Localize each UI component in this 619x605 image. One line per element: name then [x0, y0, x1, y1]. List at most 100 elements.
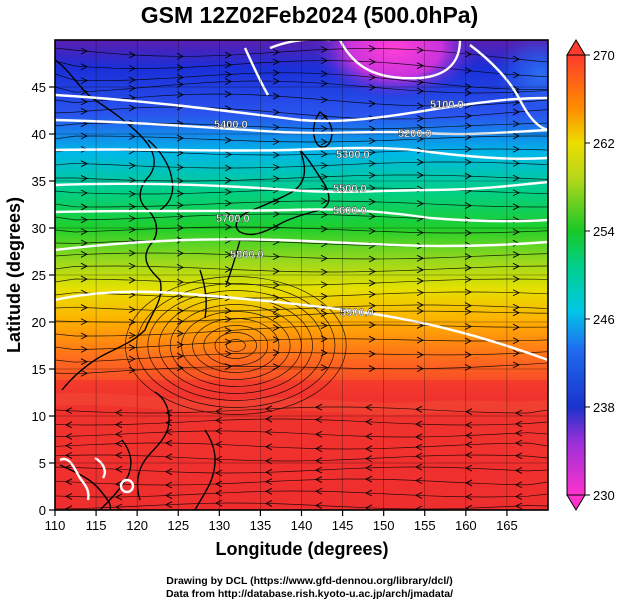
plot-area: 5100.0 5200.0 5300.0 5400.0 5500.0 5600.…: [55, 40, 548, 510]
streamline-arrow: [512, 145, 521, 153]
streamline-arrow: [416, 351, 425, 359]
streamline-arrow: [64, 442, 73, 450]
y-axis-ticks: 0 5 10 15 20 25 30 35 40 45: [32, 80, 55, 518]
streamline-arrow: [272, 253, 281, 261]
y-tick-label: 20: [32, 315, 46, 330]
y-tick-label: 15: [32, 362, 46, 377]
streamline-arrow: [416, 102, 425, 110]
streamline-arrow: [512, 303, 521, 311]
vortex-ring: [147, 290, 325, 401]
streamline-arrow: [320, 211, 329, 219]
streamline-arrow: [414, 433, 423, 441]
streamline-arrow: [512, 349, 521, 357]
streamline-arrow: [128, 226, 137, 234]
streamline-arrow: [464, 89, 473, 97]
streamline-arrow: [368, 290, 377, 298]
streamline-arrow: [512, 55, 521, 63]
streamline-arrow: [214, 416, 223, 424]
streamline-arrow: [80, 345, 89, 353]
credit-drawing: Drawing by DCL (https://www.gfd-dennou.o…: [166, 575, 453, 587]
y-tick-label: 40: [32, 127, 46, 142]
streamline-arrow: [368, 321, 377, 329]
streamline-arrow: [416, 289, 425, 297]
streamline-arrow: [128, 344, 137, 351]
colorbar-tick-label: 270: [593, 48, 615, 63]
streamline-arrow: [464, 67, 473, 75]
streamline-arrow: [176, 330, 185, 337]
colorbar-scale: [566, 54, 586, 496]
colorbar-tick-label: 246: [593, 312, 615, 327]
streamline-arrow: [224, 164, 233, 172]
streamline-arrow: [128, 203, 137, 211]
streamline-arrow: [368, 83, 377, 91]
streamline-arrow: [114, 421, 123, 429]
streamline-arrow: [128, 51, 137, 59]
streamline-arrow: [64, 407, 73, 415]
streamline-arrow: [224, 90, 233, 98]
streamline-arrow: [464, 112, 473, 120]
streamline-arrow: [114, 493, 123, 501]
streamline-arrow: [368, 137, 377, 145]
x-tick-label: 160: [455, 518, 477, 533]
streamline-arrow: [512, 108, 521, 116]
streamline-arrow: [464, 276, 473, 283]
streamline-arrow: [416, 87, 425, 95]
streamline-arrow: [80, 203, 89, 211]
streamline-arrow: [128, 355, 137, 363]
contour-label-5600: 5600.0: [333, 205, 367, 217]
streamline-arrow: [128, 133, 137, 140]
streamline-arrow: [368, 212, 377, 220]
trade-streamline: [55, 442, 548, 450]
coastlines: [55, 59, 333, 510]
vortex-ring: [203, 325, 269, 366]
streamline-arrow: [224, 61, 233, 69]
streamline-arrow: [416, 78, 425, 86]
streamline-arrow: [224, 211, 233, 219]
streamline-arrow: [272, 349, 281, 357]
colorbar-tick-label: 230: [593, 488, 615, 503]
streamline-arrow: [416, 277, 425, 285]
streamline-arrow: [128, 366, 137, 374]
streamline-arrow: [164, 492, 173, 499]
streamline-arrow: [80, 107, 89, 115]
streamline-arrow: [464, 308, 473, 316]
streamline-arrow: [364, 455, 373, 463]
streamline-arrow: [464, 202, 473, 209]
streamline-arrow: [416, 365, 425, 373]
streamline-arrow: [224, 70, 233, 78]
streamline-arrow: [128, 190, 137, 198]
streamline-arrow: [128, 249, 137, 257]
streamline-arrow: [128, 76, 137, 84]
streamline-arrow: [80, 318, 89, 326]
streamline-arrow: [176, 64, 185, 71]
vortex-ring: [136, 283, 336, 408]
streamline-arrow: [272, 336, 281, 344]
streamline-arrow: [512, 323, 521, 331]
streamline-arrow: [416, 301, 425, 309]
streamline-arrow: [128, 331, 137, 339]
streamline-arrow: [416, 336, 425, 344]
trade-streamline: [55, 502, 548, 510]
streamline-arrow: [224, 151, 233, 158]
streamline-arrow: [272, 198, 281, 205]
streamline-arrow: [512, 120, 521, 128]
streamline-arrow: [514, 439, 523, 447]
streamline-arrow: [512, 361, 521, 369]
streamline-arrow: [368, 100, 377, 108]
streamline-arrow: [224, 338, 233, 346]
vortex-ring: [181, 311, 291, 380]
streamline-arrow: [272, 151, 281, 159]
streamline-arrow: [514, 493, 523, 500]
streamline-arrow: [514, 481, 523, 489]
x-axis-ticks: 110 115 120 125 130 135 140 145 150 155 160 165: [45, 510, 518, 533]
y-tick-label: 0: [39, 503, 46, 518]
streamline-arrow: [164, 419, 173, 427]
colorbar-tick-label: 262: [593, 136, 615, 151]
streamline-arrow: [224, 122, 233, 129]
x-axis-title: Longitude (degrees): [215, 539, 388, 559]
streamline-arrow: [224, 251, 233, 259]
streamline-arrow: [176, 80, 185, 88]
x-tick-label: 145: [332, 518, 354, 533]
streamline-arrow: [368, 350, 377, 358]
streamline-arrow: [176, 249, 185, 257]
